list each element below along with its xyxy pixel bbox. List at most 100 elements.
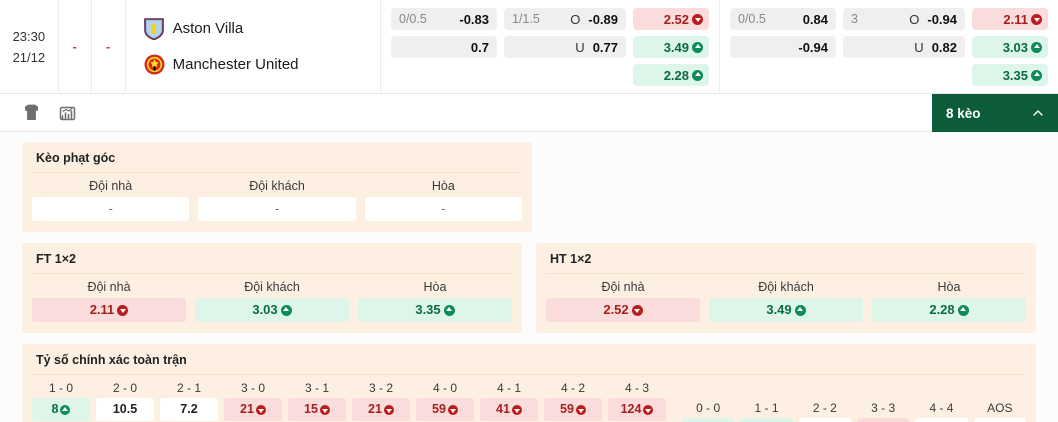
ft-value-away[interactable]: 3.03 (195, 298, 349, 322)
ht-header-draw: Hòa (937, 280, 961, 294)
handicap-away-odd: 0.7 (470, 39, 489, 55)
score-cell-r1-2[interactable]: 7.2 (160, 398, 218, 421)
manchester-united-crest-icon (144, 54, 165, 76)
score-cell-r1-7[interactable]: 41 (480, 398, 538, 421)
keo-count-button[interactable]: 8 kèo (932, 94, 1058, 132)
draw-score-cell-0[interactable]: 13 (682, 418, 735, 422)
score-odd-value: 7.2 (180, 402, 198, 416)
score-header-6: 4 - 0 (432, 381, 457, 395)
home-team-row[interactable]: Aston Villa (143, 17, 380, 40)
over-label: O (909, 11, 920, 27)
draw-score-cell-4[interactable]: 249 (915, 418, 968, 422)
total-over-cell[interactable]: 1/1.5 O -0.89 (504, 8, 626, 30)
draw-score-header-1: 1 - 1 (754, 401, 779, 415)
draw-score-cell-1[interactable]: 5.6 (740, 418, 793, 422)
arrow-up-icon (957, 304, 969, 316)
score-home-cell: - (59, 0, 92, 93)
total-line-value: 1/1.5 (512, 12, 540, 26)
corner-row-spacer (546, 142, 1036, 243)
away-team-name: Manchester United (172, 56, 299, 73)
score-cell-r1-0[interactable]: 8 (32, 398, 90, 421)
score-odd-value: 5.6 (752, 418, 769, 422)
draw-score-header-4: 4 - 4 (929, 401, 954, 415)
ft-headers: Đội nhà Đội khách Hòa (32, 280, 512, 294)
total-under-cell[interactable]: U 0.77 (504, 36, 626, 58)
score-cell-r1-4[interactable]: 15 (288, 398, 346, 421)
ht-value-home-text: 2.52 (603, 302, 629, 317)
ft-value-home[interactable]: 2.11 (32, 298, 186, 322)
ht-value-draw[interactable]: 2.28 (872, 298, 1026, 322)
score-header-2: 2 - 1 (176, 381, 201, 395)
corner-value-home[interactable]: - (32, 197, 190, 221)
ht-headers: Đội nhà Đội khách Hòa (546, 280, 1026, 294)
ht-panel-title: HT 1×2 (546, 252, 1026, 274)
draw-score-cell-3[interactable]: 54 (856, 418, 910, 422)
onextwo-home-odd[interactable]: 2.52 (633, 8, 709, 30)
ft-header-draw: Hòa (423, 280, 447, 294)
onextwo-away-odd[interactable]: 3.35 (972, 64, 1048, 86)
onextwo-draw-value: 3.03 (1002, 39, 1028, 55)
total-under-cell[interactable]: U 0.82 (843, 36, 965, 58)
ft-value-draw-text: 3.35 (415, 302, 441, 317)
onextwo-draw-odd[interactable]: 3.03 (972, 36, 1048, 58)
score-odd-value: 59 (560, 402, 574, 416)
handicap-away-cell[interactable]: -0.94 (730, 36, 836, 58)
away-team-row[interactable]: Manchester United (144, 54, 380, 76)
draw-score-cell-5[interactable]: 24 (973, 418, 1026, 422)
score-cell-r1-8[interactable]: 59 (544, 398, 602, 421)
odds-line-2: -0.94 U 0.82 3.03 (730, 36, 1048, 58)
score-header-3: 3 - 0 (240, 381, 265, 395)
total-over-cell[interactable]: 3 O -0.94 (843, 8, 965, 30)
score-away-cell: - (92, 0, 126, 93)
stats-chart-icon[interactable] (58, 103, 77, 122)
handicap-line-home[interactable]: 0/0.5 0.84 (730, 8, 836, 30)
match-date: 21/12 (12, 49, 46, 65)
odds-line-3: 2.28 (391, 64, 709, 86)
score-cell-r1-3[interactable]: 21 (224, 398, 282, 421)
correct-score-right: 0 - 0 1 - 1 2 - 2 3 - 3 4 - 4 AOS 13 5.6 11.5 54… (682, 381, 1026, 422)
handicap-line-home[interactable]: 0/0.5 -0.83 (391, 8, 497, 30)
ht-value-home[interactable]: 2.52 (546, 298, 700, 322)
ht-value-away[interactable]: 3.49 (709, 298, 863, 322)
score-odd-value: 21 (240, 402, 254, 416)
score-cell-r1-9[interactable]: 124 (608, 398, 666, 421)
total-line-value: 3 (851, 12, 858, 26)
handicap-empty (730, 64, 836, 86)
jersey-icon[interactable] (22, 103, 41, 122)
onextwo-away-odd[interactable]: 2.28 (633, 64, 709, 86)
score-header-4: 3 - 1 (304, 381, 329, 395)
score-header-1: 2 - 0 (112, 381, 137, 395)
total-empty (504, 64, 626, 86)
score-cell-r1-6[interactable]: 59 (416, 398, 474, 421)
score-cell-r1-5[interactable]: 21 (352, 398, 410, 421)
under-odd: 0.77 (592, 39, 618, 55)
draw-score-cell-2[interactable]: 11.5 (798, 418, 851, 422)
ft-value-draw[interactable]: 3.35 (358, 298, 512, 322)
correct-score-panel: Tỷ số chính xác toàn trận 1 - 0 2 - 0 2 - … (22, 344, 1036, 422)
onextwo-draw-odd[interactable]: 3.49 (633, 36, 709, 58)
handicap-away-cell[interactable]: 0.7 (391, 36, 497, 58)
corner-value-draw[interactable]: - (364, 197, 522, 221)
handicap-empty (391, 64, 497, 86)
score-odd-value: 13 (695, 418, 709, 422)
score-odd-value: 8 (51, 402, 59, 416)
arrow-up-icon (1031, 41, 1042, 53)
odds-line-1: 0/0.5 0.84 3 O -0.94 2.11 (730, 8, 1048, 30)
handicap-line-value: 0/0.5 (738, 12, 766, 26)
score-cell-r1-1[interactable]: 10.5 (96, 398, 154, 421)
corner-value-away[interactable]: - (198, 197, 356, 221)
odds-line-1: 0/0.5 -0.83 1/1.5 O -0.89 2.52 (391, 8, 709, 30)
corner-panel-title: Kèo phạt góc (32, 151, 522, 173)
onextwo-home-value: 2.52 (663, 11, 689, 27)
ft-value-away-text: 3.03 (252, 302, 278, 317)
corner-header-draw: Hòa (431, 179, 455, 193)
ft-ht-row: FT 1×2 Đội nhà Đội khách Hòa 2.11 (22, 243, 1036, 344)
total-empty (843, 64, 965, 86)
arrow-down-icon (631, 304, 643, 316)
over-odd: -0.94 (927, 11, 957, 27)
onextwo-away-value: 2.28 (663, 67, 689, 83)
onextwo-home-odd[interactable]: 2.11 (972, 8, 1048, 30)
corner-kick-panel: Kèo phạt góc Đội nhà Đội khách Hòa - - - (22, 142, 532, 232)
arrow-down-icon (511, 404, 522, 415)
match-header-row: 23:30 21/12 - - Aston Villa (0, 0, 1058, 94)
